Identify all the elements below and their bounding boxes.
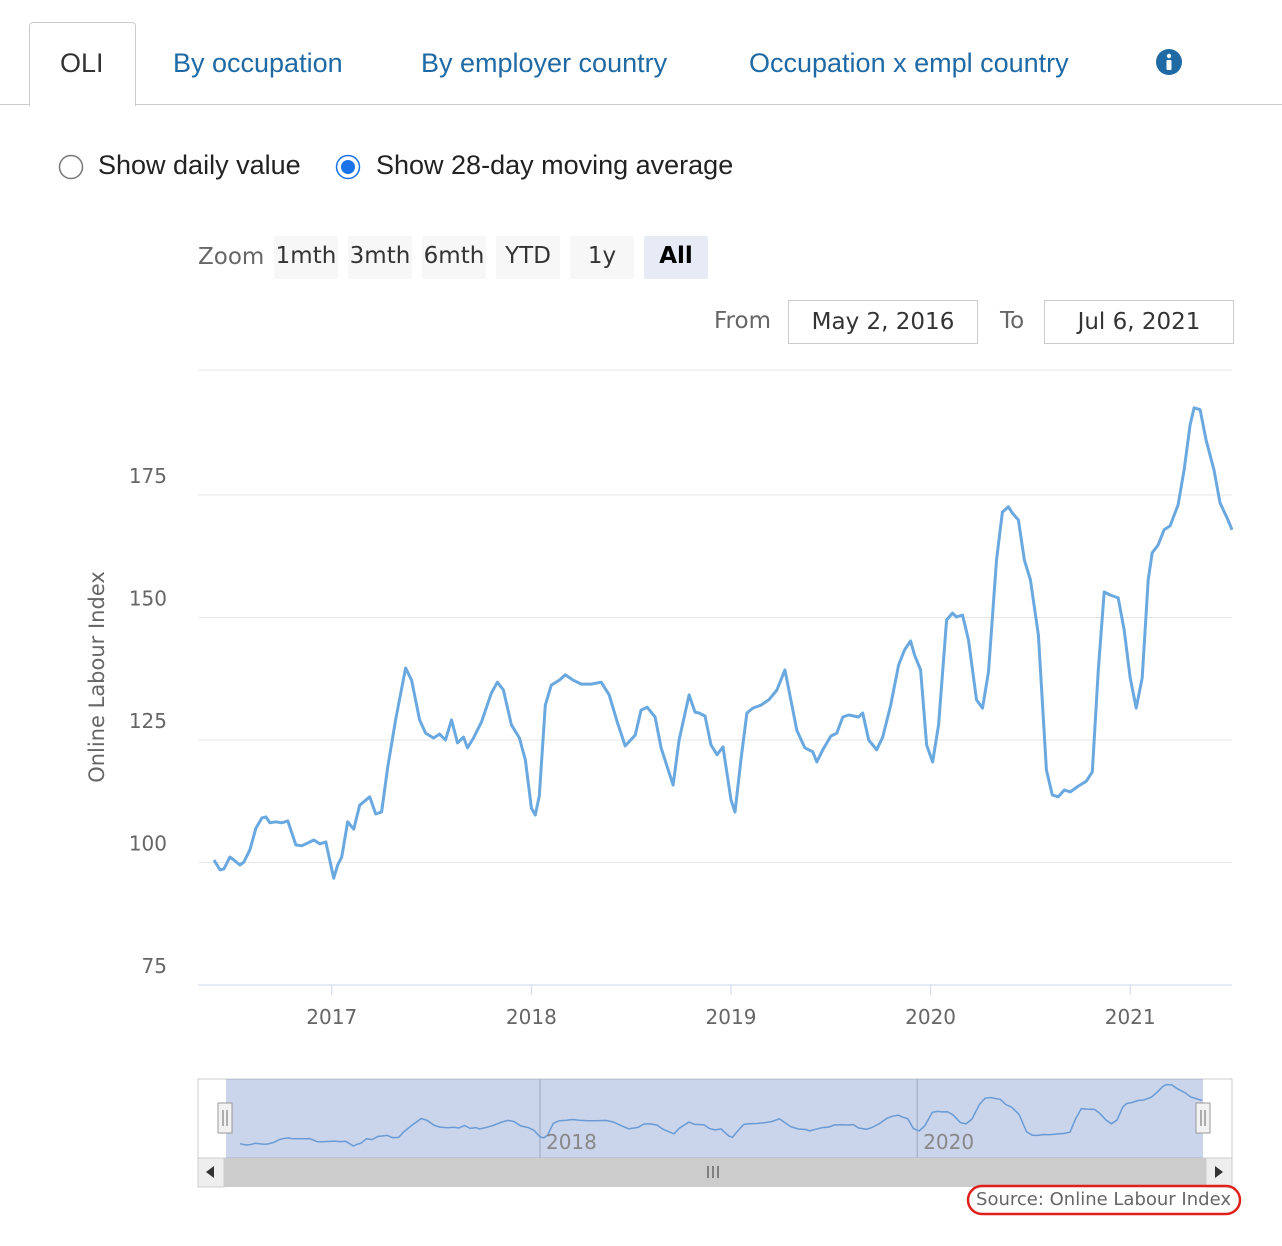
x-tick-label: 2017 (306, 1005, 357, 1029)
y-tick-label: 75 (142, 954, 167, 978)
handle-grip (222, 1110, 228, 1126)
tab[interactable]: Occupation x empl country (749, 48, 1069, 78)
zoom-button[interactable]: 1y (570, 236, 634, 279)
radio-checked[interactable] (335, 154, 361, 180)
tab[interactable]: By occupation (173, 48, 343, 78)
navigator-tick-label: 2018 (546, 1130, 597, 1154)
x-tick-label: 2018 (506, 1005, 557, 1029)
zoom-button[interactable]: 1mth (274, 236, 338, 279)
from-label: From (714, 308, 771, 334)
zoom-button[interactable]: 3mth (348, 236, 412, 279)
navigator-mask[interactable] (226, 1079, 1203, 1158)
navigator-handle[interactable] (217, 1102, 233, 1134)
navigator-tick-label: 2020 (923, 1130, 974, 1154)
zoom-button[interactable]: All (644, 236, 708, 279)
radio-label[interactable]: Show 28-day moving average (376, 150, 734, 180)
arrow-right (1215, 1166, 1223, 1178)
source-credit[interactable]: Source: Online Labour Index (976, 1189, 1231, 1210)
radio-label[interactable]: Show daily value (98, 150, 301, 180)
x-tick-label: 2020 (905, 1005, 956, 1029)
handle-grip (1200, 1110, 1206, 1126)
x-tick-label: 2019 (706, 1005, 757, 1029)
navigator-frame (197, 1078, 1233, 1159)
tab-rule (0, 104, 29, 105)
y-tick-label: 150 (129, 587, 167, 611)
zoom-button[interactable]: YTD (496, 236, 560, 279)
to-label: To (1000, 308, 1025, 334)
highlight-ellipse (966, 1184, 1242, 1216)
scrollbar-grip (707, 1166, 719, 1178)
info-icon[interactable] (1155, 48, 1183, 76)
arrow-left (206, 1166, 214, 1178)
navigator-handle[interactable] (1195, 1102, 1211, 1134)
tab-rule (135, 104, 1282, 105)
from-input[interactable]: May 2, 2016 (788, 300, 978, 344)
x-tick-label: 2021 (1105, 1005, 1156, 1029)
scrollbar-track[interactable] (198, 1158, 1232, 1187)
zoom-button[interactable]: 6mth (422, 236, 486, 279)
radio[interactable] (58, 154, 84, 180)
y-tick-label: 175 (129, 464, 167, 488)
active-tab-frame (29, 22, 136, 106)
navigator-series (239, 1083, 1203, 1147)
zoom-label: Zoom (198, 244, 265, 270)
y-axis-title: Online Labour Index (85, 571, 109, 783)
tab[interactable]: By employer country (421, 48, 668, 78)
line-series (212, 406, 1234, 880)
tab[interactable]: OLI (60, 48, 104, 78)
y-tick-label: 125 (129, 709, 167, 733)
to-input[interactable]: Jul 6, 2021 (1044, 300, 1234, 344)
y-tick-label: 100 (129, 832, 167, 856)
